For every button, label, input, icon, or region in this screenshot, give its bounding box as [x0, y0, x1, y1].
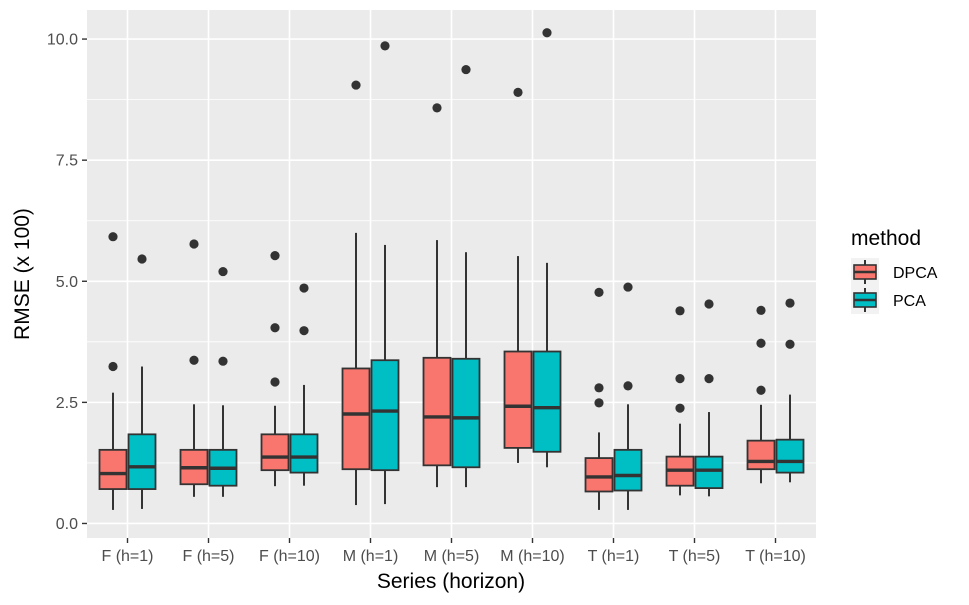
box-dpca-7 — [665, 306, 695, 496]
outlier-point — [756, 338, 766, 348]
box-iqr — [746, 439, 776, 471]
box-iqr — [694, 455, 724, 490]
x-tick-label: T (h=5) — [669, 548, 721, 565]
outlier-point — [675, 403, 685, 413]
box-dpca-5 — [503, 87, 533, 463]
outlier-point — [594, 383, 604, 393]
outlier-point — [785, 298, 795, 308]
x-tick-label: M (h=1) — [343, 548, 399, 565]
legend: method DPCA PCA — [851, 227, 938, 314]
box-pca-7 — [694, 299, 724, 497]
outlier-point — [351, 80, 361, 90]
x-axis-title: Series (horizon) — [377, 570, 525, 593]
outlier-point — [513, 87, 523, 97]
box-dpca-1 — [179, 239, 209, 497]
outlier-point — [594, 398, 604, 408]
box-pca-6 — [613, 282, 643, 510]
x-tick-label: T (h=1) — [588, 548, 640, 565]
outlier-point — [380, 41, 390, 51]
x-tick-label: F (h=5) — [182, 548, 234, 565]
box-dpca-2 — [260, 250, 290, 487]
x-tick-label: M (h=10) — [500, 548, 564, 565]
outlier-point — [218, 266, 228, 277]
box-dpca-8 — [746, 305, 776, 484]
y-axis: 0.0 2.5 5.0 7.5 10.0 — [47, 32, 87, 533]
box-iqr — [370, 359, 400, 472]
box-iqr — [422, 356, 452, 467]
outlier-point — [137, 254, 147, 264]
x-tick-label: F (h=10) — [259, 548, 320, 565]
legend-item-pca: PCA — [851, 286, 926, 314]
outlier-point — [108, 361, 118, 372]
box-iqr — [584, 457, 614, 493]
box-iqr — [98, 448, 128, 490]
grid-major — [87, 10, 816, 538]
box-iqr — [289, 433, 319, 474]
box-pca-0 — [127, 254, 157, 509]
box-iqr — [775, 438, 805, 474]
outlier-point — [704, 374, 714, 384]
box-pca-1 — [208, 266, 238, 497]
y-tick-label: 7.5 — [56, 153, 78, 170]
box-pca-3 — [370, 41, 400, 505]
box-pca-8 — [775, 298, 805, 483]
x-axis: F (h=1) F (h=5) F (h=10) M (h=1) M (h=5) M (h… — [101, 538, 806, 565]
x-tick-label: F (h=1) — [101, 548, 153, 565]
outlier-point — [270, 377, 280, 387]
outlier-point — [785, 339, 795, 349]
outlier-point — [756, 305, 766, 315]
box-dpca-4 — [422, 103, 452, 488]
box-iqr — [613, 448, 643, 492]
legend-label: DPCA — [893, 265, 938, 282]
outlier-point — [594, 287, 604, 298]
outlier-point — [675, 306, 685, 316]
boxes — [98, 28, 805, 510]
outlier-point — [756, 385, 766, 395]
y-axis-title: RMSE (x 100) — [11, 208, 34, 340]
box-iqr — [451, 357, 481, 469]
box-dpca-3 — [341, 80, 371, 506]
box-dpca-6 — [584, 287, 614, 510]
y-tick-label: 10.0 — [47, 32, 78, 49]
outlier-point — [461, 64, 471, 75]
outlier-point — [218, 356, 228, 366]
x-tick-label: M (h=5) — [424, 548, 480, 565]
legend-label: PCA — [893, 293, 926, 310]
box-iqr — [341, 367, 371, 471]
outlier-point — [108, 232, 118, 242]
outlier-point — [623, 381, 633, 391]
y-tick-label: 2.5 — [56, 395, 78, 412]
outlier-point — [270, 323, 280, 333]
box-dpca-0 — [98, 232, 128, 510]
box-iqr — [532, 350, 562, 453]
legend-item-dpca: DPCA — [851, 258, 938, 286]
outlier-point — [299, 283, 309, 293]
box-iqr — [503, 350, 533, 449]
outlier-point — [623, 282, 633, 292]
outlier-point — [270, 250, 280, 261]
legend-title: method — [851, 227, 921, 250]
outlier-point — [675, 374, 685, 384]
outlier-point — [189, 355, 199, 365]
outlier-point — [432, 103, 442, 113]
box-iqr — [127, 433, 157, 490]
y-tick-label: 5.0 — [56, 274, 78, 291]
box-pca-4 — [451, 64, 481, 488]
box-iqr — [260, 433, 290, 472]
outlier-point — [542, 28, 552, 38]
y-tick-label: 0.0 — [56, 516, 78, 533]
x-tick-label: T (h=10) — [745, 548, 806, 565]
outlier-point — [189, 239, 199, 249]
outlier-point — [704, 299, 714, 309]
box-pca-2 — [289, 283, 319, 486]
box-pca-5 — [532, 28, 562, 468]
outlier-point — [299, 326, 309, 336]
